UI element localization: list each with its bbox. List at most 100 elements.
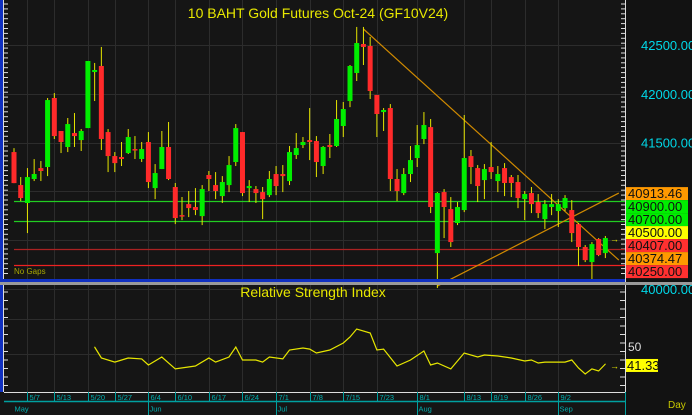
candle-up — [24, 177, 30, 204]
rsi-point — [289, 349, 290, 351]
rsi-point — [141, 358, 143, 360]
candle-down — [132, 149, 138, 151]
price-label: 40500.00 — [628, 225, 682, 240]
candle-up — [522, 194, 528, 200]
month-label: Jun — [150, 405, 162, 414]
candle-down — [253, 189, 259, 194]
rsi-point — [591, 368, 593, 370]
rsi-point — [94, 346, 96, 348]
candle-down — [394, 179, 400, 192]
candle-down — [515, 182, 521, 199]
panel-splitter[interactable] — [0, 282, 692, 285]
candle-up — [226, 165, 232, 186]
rsi-point — [510, 357, 512, 359]
candle-up — [562, 198, 568, 209]
grid-lines — [4, 0, 625, 392]
date-label: 7/15 — [346, 393, 361, 402]
price-label: 40900.00 — [628, 199, 682, 214]
candle-up — [31, 174, 37, 180]
price-label-box — [626, 265, 688, 279]
candle-down — [428, 127, 434, 208]
candle-up — [354, 43, 360, 74]
date-label: 7/1 — [279, 393, 289, 402]
candle-down — [528, 193, 534, 205]
panel-border — [0, 279, 625, 282]
rsi-point — [148, 364, 149, 366]
candle-down — [11, 152, 17, 184]
candle-down — [488, 167, 494, 173]
rsi-point — [376, 349, 378, 351]
candle-down — [38, 168, 44, 172]
date-axis[interactable]: 5/7 5/13 5/20 5/27 6/4 6/10 6/17 6/24 7/1 7/8 7/15… — [15, 392, 573, 415]
date-label: 6/10 — [178, 393, 193, 402]
date-label: 6/24 — [245, 393, 260, 402]
rsi-point — [564, 361, 566, 363]
rsi-point — [302, 347, 304, 349]
candle-down — [502, 168, 508, 184]
rsi-point — [450, 368, 452, 370]
candle-up — [481, 169, 487, 181]
candle-down — [206, 175, 212, 180]
rsi-point — [578, 367, 579, 369]
candle-up — [401, 174, 407, 194]
candle-up — [125, 137, 131, 154]
candle-up — [602, 238, 608, 254]
rsi-point — [100, 357, 102, 359]
candle-up — [455, 207, 461, 224]
rsi-point — [329, 349, 331, 351]
rsi-point — [255, 359, 257, 361]
rsi-point — [423, 350, 425, 352]
date-label: 6/4 — [151, 393, 161, 402]
candle-down — [374, 94, 380, 115]
candle-up — [246, 186, 252, 189]
price-label: 40913.46 — [628, 186, 682, 201]
left-ticks — [4, 3, 8, 386]
no-gaps-label: No Gaps — [14, 267, 46, 276]
price-label-box — [626, 200, 688, 214]
candle-down — [119, 157, 125, 159]
candle-up — [199, 189, 205, 217]
candle-up — [92, 69, 98, 73]
price-label: 40700.00 — [628, 212, 682, 227]
date-label: 7/8 — [313, 393, 323, 402]
candle-up — [85, 61, 91, 129]
last-price-arrow-icon: → — [610, 234, 619, 244]
price-tick-labels: 42500.00 42000.00 41500.00 40000.00 — [641, 38, 692, 297]
candle-up — [589, 244, 595, 263]
candle-up — [549, 204, 555, 208]
rsi-title: Relative Strength Index — [240, 284, 386, 300]
candle-down — [280, 174, 286, 177]
candle-down — [105, 132, 111, 157]
rsi-point — [235, 346, 237, 348]
price-label-box — [626, 187, 688, 201]
candle-down — [192, 207, 198, 211]
candle-up — [287, 152, 293, 182]
rsi-point — [598, 370, 600, 372]
candle-up — [555, 204, 561, 212]
candle-down — [112, 156, 118, 164]
candle-down — [98, 65, 104, 139]
candle-down — [569, 210, 575, 234]
rsi-value-box — [626, 358, 658, 372]
date-label: 8/19 — [494, 393, 509, 402]
rsi-point — [161, 356, 163, 358]
date-label: 7/23 — [380, 393, 395, 402]
candle-down — [360, 44, 366, 47]
candle-down — [172, 187, 178, 219]
candles — [11, 26, 608, 289]
period-label[interactable]: Day — [668, 400, 686, 411]
rsi-point — [228, 356, 230, 358]
rsi-tick-label: 50 — [628, 340, 642, 354]
price-label-box — [626, 239, 688, 253]
candle-up — [266, 179, 272, 196]
candle-up — [340, 109, 346, 127]
candle-down — [260, 192, 266, 200]
rsi-value-label: 41.33 — [627, 358, 660, 373]
rsi-point — [215, 361, 217, 363]
candle-up — [65, 124, 71, 147]
rsi-point — [544, 361, 546, 363]
candle-up — [421, 125, 427, 139]
candle-down — [145, 142, 151, 183]
